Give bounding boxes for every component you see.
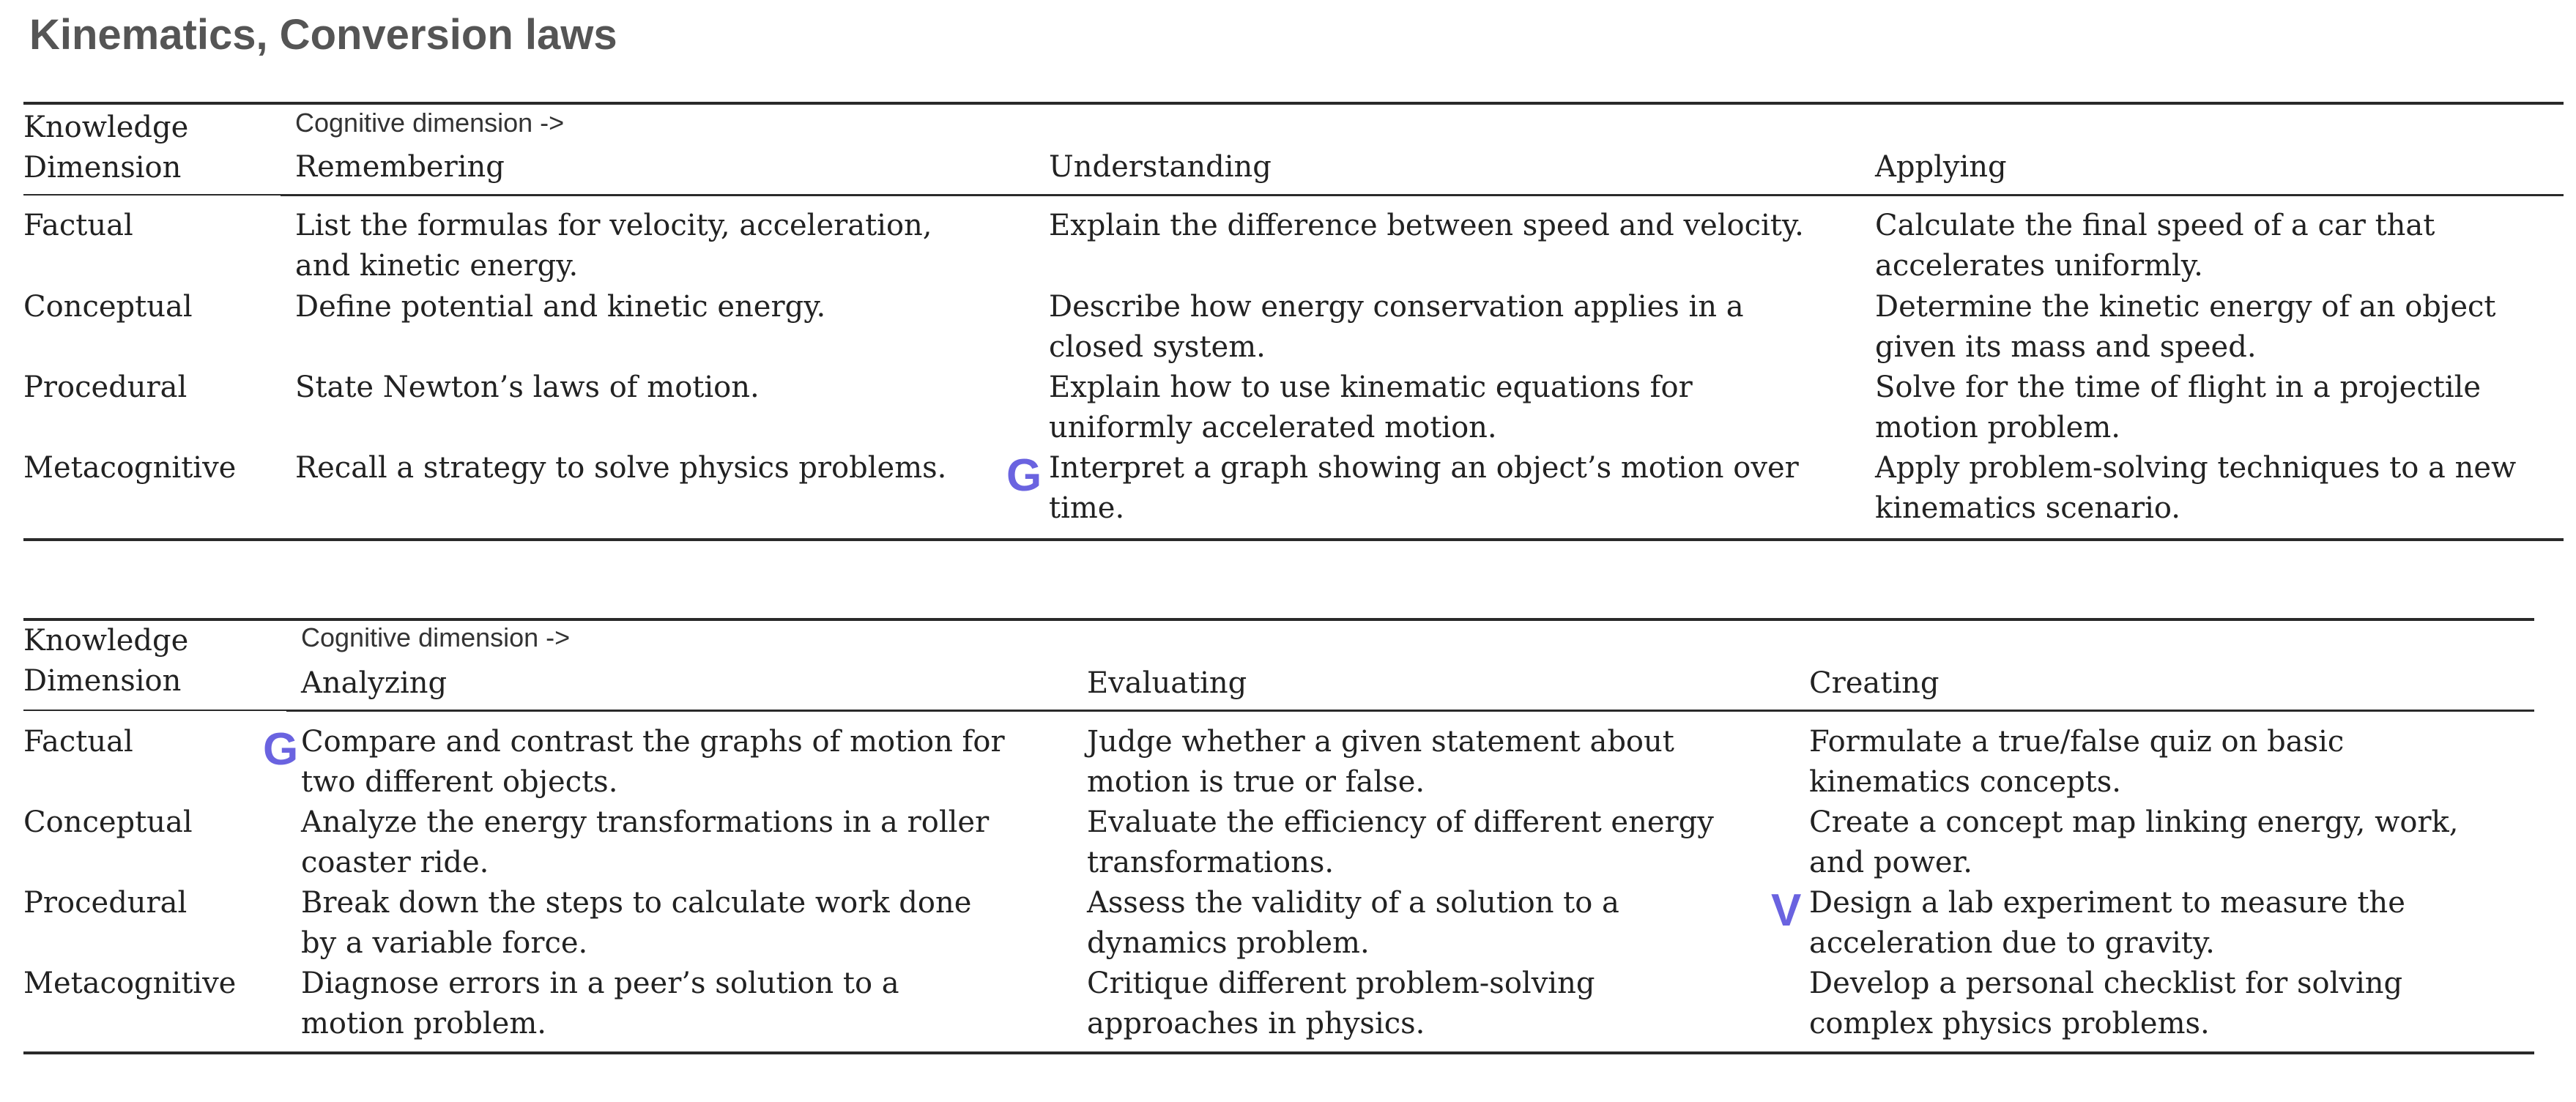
column-header-remembering: Remembering [295, 150, 505, 184]
table-cell: Determine the kinetic energy of an objec… [1875, 290, 2496, 324]
table-cell: by a variable force. [301, 926, 588, 960]
annotation-mark-g: G [263, 724, 299, 775]
table-cell: Critique different problem-solving [1087, 967, 1595, 1000]
table-cell: Formulate a true/false quiz on basic [1809, 725, 2345, 759]
table-cell: and kinetic energy. [295, 249, 579, 283]
table-cell: Diagnose errors in a peer’s solution to … [301, 967, 899, 1000]
table-cell: uniformly accelerated motion. [1049, 411, 1497, 444]
table-cell: Solve for the time of flight in a projec… [1875, 371, 2482, 404]
row-label-procedural: Procedural [23, 886, 188, 920]
column-header-analyzing: Analyzing [301, 666, 448, 700]
table-cell: motion problem. [301, 1007, 546, 1040]
table-cell: State Newton’s laws of motion. [295, 371, 760, 404]
table-cell: kinematics concepts. [1809, 765, 2121, 799]
row-label-conceptual: Conceptual [23, 290, 193, 324]
table-cell: motion problem. [1875, 411, 2120, 444]
column-header-evaluating: Evaluating [1087, 666, 1247, 700]
row-label-procedural: Procedural [23, 371, 188, 404]
header-rule-left [23, 710, 286, 711]
column-header-applying: Applying [1875, 150, 2007, 184]
table-cell: Explain how to use kinematic equations f… [1049, 371, 1693, 404]
table-cell: Define potential and kinetic energy. [295, 290, 826, 324]
table-cell: Assess the validity of a solution to a [1087, 886, 1619, 920]
table-cell: approaches in physics. [1087, 1007, 1425, 1040]
table-cell: time. [1049, 491, 1125, 525]
row-label-factual: Factual [23, 209, 133, 242]
knowledge-dimension-header: Dimension [23, 151, 182, 185]
column-header-understanding: Understanding [1049, 150, 1272, 184]
table-cell: acceleration due to gravity. [1809, 926, 2215, 960]
table-cell: Compare and contrast the graphs of motio… [301, 725, 1005, 759]
row-label-metacognitive: Metacognitive [23, 967, 237, 1000]
table-cell: complex physics problems. [1809, 1007, 2210, 1040]
table-cell: Interpret a graph showing an object’s mo… [1049, 451, 1799, 485]
annotation-mark-v: V [1771, 885, 1802, 936]
table-cell: Break down the steps to calculate work d… [301, 886, 972, 920]
row-label-metacognitive: Metacognitive [23, 451, 237, 485]
table-cell: motion is true or false. [1087, 765, 1425, 799]
knowledge-dimension-header: Knowledge [23, 111, 189, 144]
cognitive-dimension-caption: Cognitive dimension -> [301, 622, 571, 652]
row-label-factual: Factual [23, 725, 133, 759]
header-rule [286, 710, 2534, 712]
table-cell: accelerates uniformly. [1875, 249, 2203, 283]
table-cell: Calculate the final speed of a car that [1875, 209, 2435, 242]
table-cell: transformations. [1087, 846, 1335, 879]
table-bottom-rule [23, 538, 2564, 541]
table-cell: Describe how energy conservation applies… [1049, 290, 1744, 324]
knowledge-dimension-header: Dimension [23, 664, 182, 698]
table-cell: two different objects. [301, 765, 618, 799]
table-bottom-rule [23, 1051, 2534, 1054]
row-label-conceptual: Conceptual [23, 805, 193, 839]
table-top-rule [23, 618, 2534, 621]
table-cell: Apply problem-solving techniques to a ne… [1875, 451, 2517, 485]
table-cell: Design a lab experiment to measure the [1809, 886, 2405, 920]
table-top-rule [23, 102, 2564, 105]
table-cell: Explain the difference between speed and… [1049, 209, 1804, 242]
table-cell: Recall a strategy to solve physics probl… [295, 451, 947, 485]
table-cell: closed system. [1049, 330, 1266, 364]
table-cell: dynamics problem. [1087, 926, 1370, 960]
column-header-creating: Creating [1809, 666, 1940, 700]
table-cell: kinematics scenario. [1875, 491, 2180, 525]
table-cell: given its mass and speed. [1875, 330, 2257, 364]
page-title: Kinematics, Conversion laws [29, 11, 617, 59]
table-cell: Develop a personal checklist for solving [1809, 967, 2403, 1000]
table-cell: coaster ride. [301, 846, 489, 879]
table-cell: and power. [1809, 846, 1972, 879]
annotation-mark-g: G [1006, 450, 1042, 501]
header-rule [281, 194, 2564, 196]
header-rule-left [23, 194, 281, 196]
table-cell: List the formulas for velocity, accelera… [295, 209, 932, 242]
table-cell: Evaluate the efficiency of different ene… [1087, 805, 1714, 839]
table-cell: Create a concept map linking energy, wor… [1809, 805, 2459, 839]
cognitive-dimension-caption: Cognitive dimension -> [295, 108, 565, 138]
knowledge-dimension-header: Knowledge [23, 624, 189, 658]
table-cell: Analyze the energy transformations in a … [301, 805, 990, 839]
table-cell: Judge whether a given statement about [1087, 725, 1674, 759]
